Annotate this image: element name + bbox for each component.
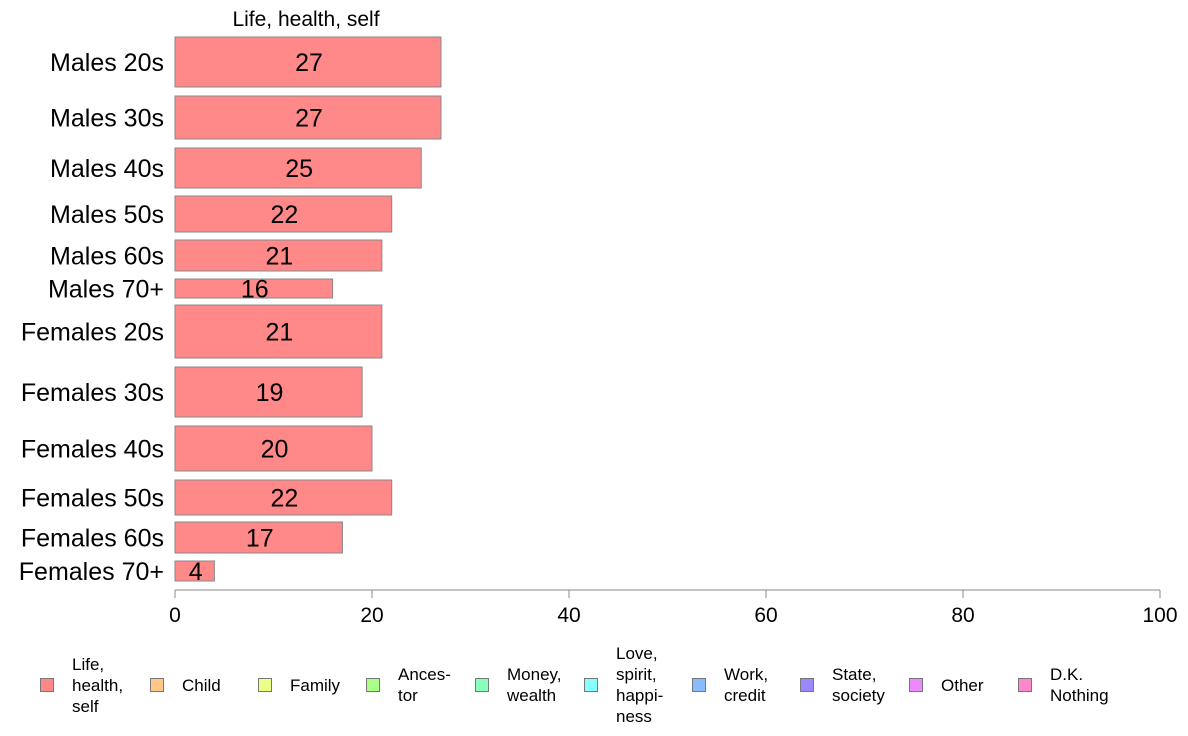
legend-swatch	[366, 678, 380, 692]
legend-item: Money, wealth	[475, 640, 562, 730]
legend-label: Ances-tor	[398, 665, 451, 705]
bar	[174, 195, 393, 233]
legend-swatch	[800, 678, 814, 692]
legend-item: Love, spirit, happi-ness	[584, 640, 663, 730]
category-label: Females 30s	[21, 379, 164, 407]
data-label: 17	[246, 525, 274, 553]
category-label: Males 70+	[48, 276, 164, 304]
legend-label: D.K. Nothing	[1050, 665, 1109, 705]
bars-group: Males 20s 27 Males 30s 27 Males 40s 25 Males 5…	[19, 36, 442, 586]
data-label: 27	[295, 49, 323, 77]
chart-title: Life, health, self	[232, 8, 379, 31]
legend-swatch	[258, 678, 272, 692]
legend-item: Life, health, self	[40, 640, 123, 730]
legend-label: Other	[941, 675, 984, 695]
data-label: 16	[241, 276, 269, 304]
data-label: 4	[189, 558, 203, 586]
legend-swatch	[909, 678, 923, 692]
legend-swatch	[475, 678, 489, 692]
legend-swatch	[584, 678, 598, 692]
legend-item: Family	[258, 640, 340, 730]
data-label: 27	[295, 105, 323, 133]
x-tick-label: 100	[1142, 604, 1177, 627]
legend: Life, health, self Child Family Ances-tor Mone…	[0, 640, 1188, 730]
legend-item: Child	[150, 640, 221, 730]
data-label: 22	[270, 485, 298, 513]
category-label: Males 40s	[50, 155, 164, 183]
legend-swatch	[692, 678, 706, 692]
category-label: Females 20s	[21, 319, 164, 347]
legend-item: Work, credit	[692, 640, 768, 730]
x-axis: 0 20 40 60 80 100	[169, 589, 1178, 627]
x-tick-label: 20	[360, 604, 383, 627]
x-tick-label: 0	[169, 604, 181, 627]
legend-item: Other	[909, 640, 984, 730]
category-label: Females 60s	[21, 525, 164, 553]
legend-label: Love, spirit, happi-ness	[616, 644, 664, 726]
category-label: Females 50s	[21, 485, 164, 513]
bar	[174, 560, 215, 582]
legend-label: Work, credit	[724, 665, 769, 705]
legend-label: Child	[182, 675, 221, 695]
legend-item: Ances-tor	[366, 640, 451, 730]
data-label: 22	[270, 201, 298, 229]
legend-swatch	[150, 678, 164, 692]
bar	[174, 425, 373, 472]
data-label: 25	[285, 155, 313, 183]
category-label: Males 30s	[50, 105, 164, 133]
legend-label: Money, wealth	[507, 665, 562, 705]
bar	[174, 36, 442, 88]
data-label: 20	[261, 436, 289, 464]
bar	[174, 366, 363, 418]
category-label: Males 60s	[50, 243, 164, 271]
legend-label: Family	[290, 675, 341, 695]
legend-item: D.K. Nothing	[1018, 640, 1109, 730]
category-label: Females 40s	[21, 436, 164, 464]
legend-item: State, society	[800, 640, 885, 730]
data-label: 21	[266, 243, 294, 271]
legend-swatch	[40, 678, 54, 692]
category-label: Females 70+	[19, 558, 164, 586]
bar	[174, 479, 393, 516]
x-tick-label: 40	[557, 604, 580, 627]
data-label: 21	[266, 319, 294, 347]
legend-label: State, society	[832, 665, 885, 705]
bar	[174, 521, 343, 554]
bar	[174, 304, 383, 359]
category-label: Males 50s	[50, 201, 164, 229]
bar	[174, 278, 334, 299]
category-label: Males 20s	[50, 49, 164, 77]
x-tick-label: 60	[754, 604, 777, 627]
bar	[174, 95, 442, 140]
data-label: 19	[256, 379, 284, 407]
legend-swatch	[1018, 678, 1032, 692]
bar	[174, 239, 383, 272]
x-tick-label: 80	[951, 604, 974, 627]
legend-label: Life, health, self	[72, 654, 124, 716]
bar-chart: Life, health, self Males 20s 27 Males 30s 2…	[19, 8, 1178, 627]
bar	[174, 147, 422, 189]
